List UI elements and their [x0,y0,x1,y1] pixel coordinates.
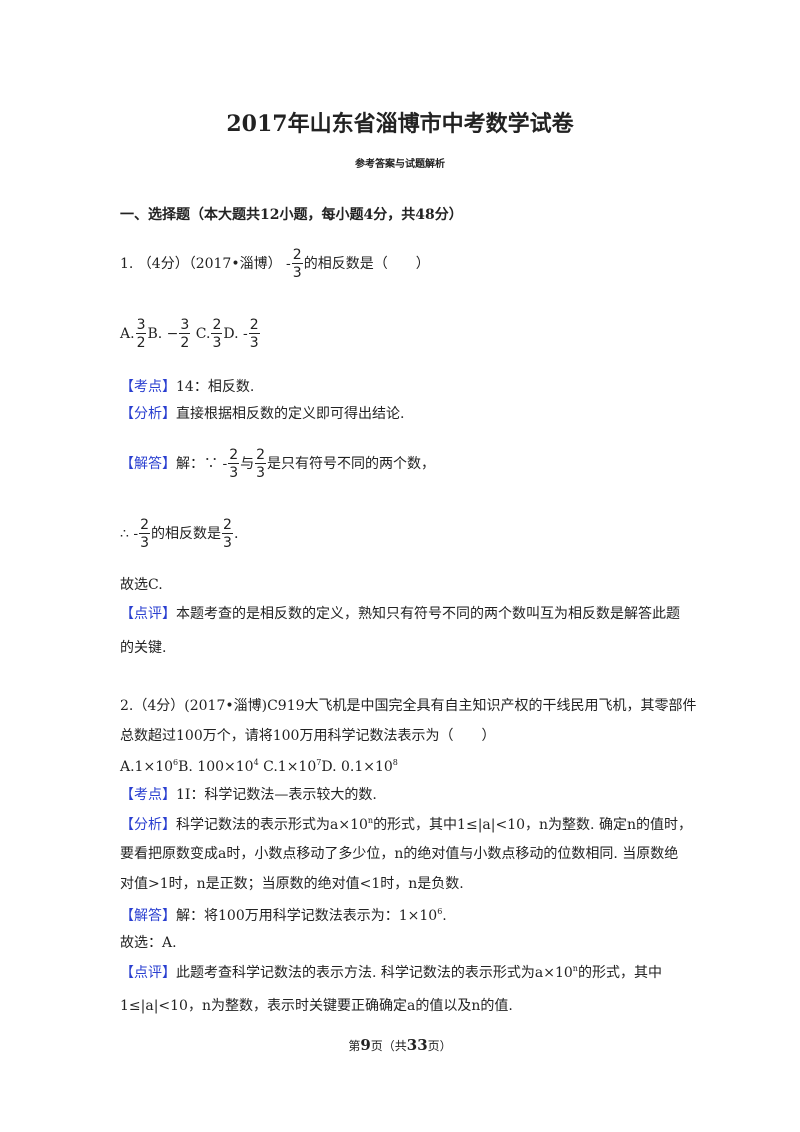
q2-dianping-cont: 1≤|a|<10，n为整数，表示时关键要正确确定a的值以及n的值. [120,998,513,1014]
q2-stem-line1: 2.（4分）(2017•淄博)C919大飞机是中国完全具有自主知识产权的干线民用… [120,698,697,714]
q1-jieda: 【解答】解：∵ -2 3 与 2 3 是只有符号不同的两个数， [120,447,436,481]
q1-stem-pre: 1. （4分）（2017•淄博） - [120,256,291,272]
page-footer: 第9页（共33页） [348,1036,452,1054]
q1-stem: 1. （4分）（2017•淄博） -2 3 的相反数是（ ） [120,248,430,280]
q2-kaodian: 【考点】1I：科学记数法—表示较大的数. [120,787,377,803]
q1-fenxi: 【分析】直接根据相反数的定义即可得出结论. [120,406,405,422]
q2-fenxi-line2: 要看把原数变成a时，小数点移动了多少位，n的绝对值与小数点移动的位数相同. 当原… [120,846,679,862]
q2-options: A.1×106B. 100×104 C.1×107D. 0.1×108 [120,758,398,775]
q1-stem-post: 的相反数是（ ） [303,256,430,272]
q2-dianping: 【点评】此题考查科学记数法的表示方法. 科学记数法的表示形式为a×10n的形式，… [120,964,662,981]
q2-answer: 故选：A. [120,935,177,951]
section-heading: 一、选择题（本大题共12小题，每小题4分，共48分） [120,207,463,223]
q2-fenxi: 【分析】科学记数法的表示形式为a×10n的形式，其中1≤|a|<10，n为整数.… [120,816,692,833]
page-subtitle: 参考答案与试题解析 [355,159,445,170]
page-title: 2017年山东省淄博市中考数学试卷 [226,111,574,137]
q1-answer: 故选C. [120,577,163,593]
q2-stem-line2: 总数超过100万个，请将100万用科学记数法表示为（ ） [120,728,496,744]
total-pages: 33 [406,1036,428,1054]
q2-jieda: 【解答】解：将100万用科学记数法表示为：1×106. [120,907,447,924]
q1-kaodian: 【考点】14：相反数. [120,379,255,395]
q1-dianping-cont: 的关键. [120,640,167,656]
q2-fenxi-line3: 对值>1时，n是正数；当原数的绝对值<1时，n是负数. [120,876,464,892]
q1-dianping: 【点评】本题考查的是相反数的定义，熟知只有符号不同的两个数叫互为相反数是解答此题 [120,606,680,622]
page-number: 9 [360,1036,371,1054]
q1-therefore: ∴ -2 3 的相反数是 2 3. [120,517,239,551]
